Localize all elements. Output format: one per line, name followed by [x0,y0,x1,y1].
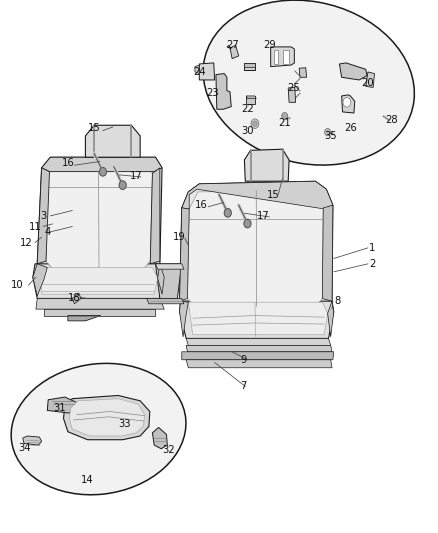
Text: 8: 8 [334,296,340,306]
Text: 31: 31 [53,403,65,413]
Polygon shape [85,125,140,157]
Text: 3: 3 [41,211,47,221]
Polygon shape [152,427,167,449]
Text: 23: 23 [206,88,219,98]
Polygon shape [246,96,256,99]
Text: 20: 20 [362,78,374,87]
Polygon shape [339,63,367,80]
Polygon shape [180,208,189,301]
Polygon shape [216,74,231,109]
Text: 17: 17 [129,171,142,181]
Text: 32: 32 [162,446,175,455]
Polygon shape [180,181,333,312]
Polygon shape [186,360,332,368]
Circle shape [253,121,257,126]
Polygon shape [147,298,184,304]
Ellipse shape [203,0,414,165]
Text: 12: 12 [20,238,33,247]
Text: 17: 17 [256,211,269,221]
Polygon shape [244,63,255,70]
Text: 30: 30 [241,126,254,135]
Circle shape [325,128,331,136]
Polygon shape [188,302,328,335]
Text: 24: 24 [193,67,205,77]
Polygon shape [33,264,47,296]
Text: 16: 16 [61,158,74,167]
Polygon shape [288,87,296,102]
Circle shape [119,181,126,189]
Polygon shape [39,265,158,294]
Polygon shape [46,164,152,269]
Polygon shape [195,65,199,74]
Polygon shape [186,345,332,352]
Text: 35: 35 [325,131,337,141]
Text: 18: 18 [68,294,81,303]
Polygon shape [199,63,215,80]
Text: 16: 16 [195,200,208,210]
Text: 21: 21 [278,118,291,127]
Text: 27: 27 [226,41,239,50]
Polygon shape [328,301,334,337]
Text: 33: 33 [119,419,131,429]
Circle shape [251,119,259,128]
Polygon shape [64,395,150,440]
Polygon shape [37,157,162,274]
Polygon shape [44,309,155,316]
Polygon shape [186,338,331,345]
Text: 22: 22 [241,104,254,114]
Circle shape [343,98,351,107]
Polygon shape [182,181,333,209]
Polygon shape [274,50,278,64]
Text: 28: 28 [386,115,398,125]
Polygon shape [72,293,81,304]
Text: 11: 11 [28,222,42,231]
Text: 26: 26 [344,123,357,133]
Text: 19: 19 [173,232,186,242]
Text: 10: 10 [11,280,24,290]
Polygon shape [37,168,49,264]
Polygon shape [299,68,307,77]
Polygon shape [47,397,78,413]
Text: 25: 25 [287,83,300,93]
Circle shape [244,219,251,228]
Polygon shape [155,264,184,269]
Polygon shape [230,45,239,59]
Polygon shape [42,157,162,172]
Text: 9: 9 [240,355,246,365]
Polygon shape [244,149,289,181]
Polygon shape [69,399,145,436]
Polygon shape [155,264,182,298]
Polygon shape [33,264,164,298]
Polygon shape [23,436,42,445]
Text: 15: 15 [88,123,101,133]
Polygon shape [283,50,289,64]
Text: 7: 7 [240,382,246,391]
Polygon shape [36,298,164,309]
Polygon shape [246,96,255,104]
Text: 14: 14 [81,475,94,484]
Polygon shape [187,191,323,306]
Polygon shape [182,352,334,360]
Text: 15: 15 [267,190,280,199]
Polygon shape [180,301,334,338]
Text: 4: 4 [45,227,51,237]
Polygon shape [366,72,374,87]
Polygon shape [244,63,255,67]
Polygon shape [322,205,333,301]
Circle shape [282,112,288,120]
Polygon shape [68,316,101,321]
Polygon shape [342,95,355,113]
Polygon shape [150,168,160,264]
Text: 2: 2 [369,259,375,269]
Text: 29: 29 [263,41,276,50]
Text: 34: 34 [18,443,30,453]
Polygon shape [180,301,188,337]
Text: 1: 1 [369,243,375,253]
Circle shape [99,167,106,176]
Polygon shape [271,47,294,67]
Circle shape [224,208,231,217]
Ellipse shape [11,364,186,495]
Polygon shape [158,264,164,294]
